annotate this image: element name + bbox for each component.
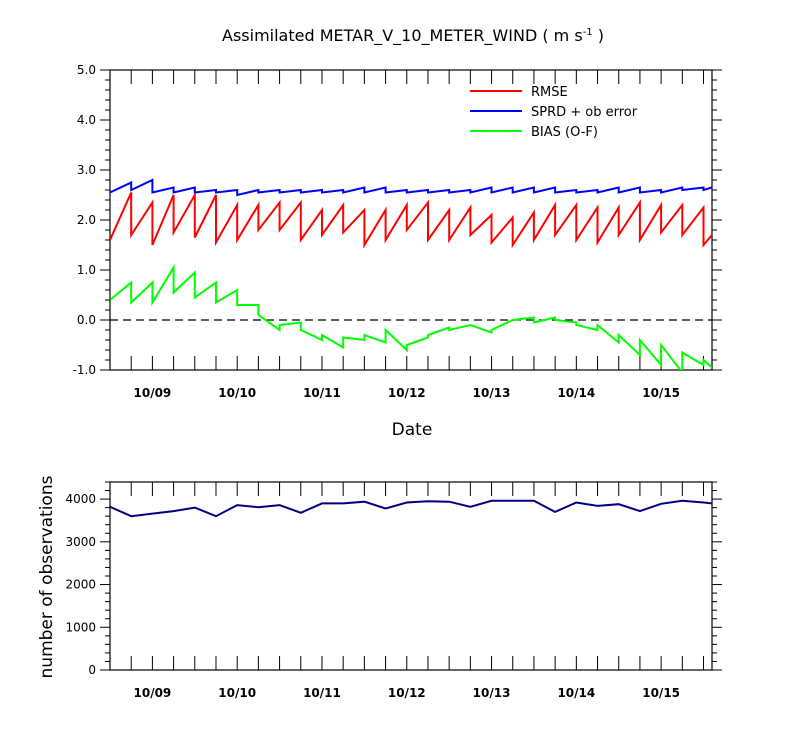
y-axis-title: number of observations	[37, 475, 57, 678]
y-tick-label: 3.0	[77, 163, 96, 177]
legend-label: BIAS (O-F)	[531, 125, 598, 140]
y-tick-label: 1.0	[77, 263, 96, 277]
x-tick-label: 10/11	[303, 686, 341, 700]
x-tick-label: 10/10	[218, 686, 256, 700]
y-tick-label: 5.0	[77, 63, 96, 77]
x-tick-label: 10/15	[642, 686, 680, 700]
bottom-chart: 4000 3000 2000 1000 0 10/09 10/10 10/11 10/12 10/…	[37, 475, 722, 700]
x-tick-label: 10/10	[218, 386, 256, 400]
y-tick-label: 0	[88, 663, 96, 677]
y-tick-label: 3000	[65, 535, 96, 549]
legend-label: RMSE	[531, 85, 568, 100]
y-tick-label: 4000	[65, 492, 96, 506]
series-line-sprd-ob-error	[110, 178, 712, 197]
x-tick-label: 10/09	[134, 686, 172, 700]
legend: RMSE SPRD + ob error BIAS (O-F)	[470, 85, 638, 140]
y-tick-label: 1000	[65, 620, 96, 634]
y-tick-label: 2.0	[77, 213, 96, 227]
series-line-bias-o-f	[110, 263, 712, 370]
x-tick-label: 10/15	[642, 386, 680, 400]
x-tick-label: 10/13	[473, 686, 511, 700]
x-tick-label: 10/13	[473, 386, 511, 400]
chart-title: Assimilated METAR_V_10_METER_WIND ( m s-…	[222, 26, 604, 46]
y-tick-label: 2000	[65, 578, 96, 592]
x-tick-label: 10/14	[557, 686, 595, 700]
bottom-series-group	[110, 499, 712, 518]
top-axes: 5.0 4.0 3.0 2.0 1.0 0.0 -1.0 10/09 10/10 10/11 10/…	[73, 63, 722, 400]
top-series-group	[110, 178, 712, 370]
x-axis-title: Date	[392, 420, 433, 440]
y-tick-label: 0.0	[77, 313, 96, 327]
legend-label: SPRD + ob error	[531, 105, 638, 120]
series-line-observations	[110, 499, 712, 518]
top-chart: Assimilated METAR_V_10_METER_WIND ( m s-…	[73, 26, 722, 440]
x-tick-label: 10/14	[557, 386, 595, 400]
x-tick-label: 10/09	[134, 386, 172, 400]
y-tick-label: -1.0	[73, 363, 96, 377]
x-tick-label: 10/12	[388, 686, 426, 700]
y-tick-label: 4.0	[77, 113, 96, 127]
series-line-rmse	[110, 191, 712, 249]
x-tick-label: 10/12	[388, 386, 426, 400]
bottom-axes: 4000 3000 2000 1000 0 10/09 10/10 10/11 10/12 10/…	[65, 481, 722, 700]
x-tick-label: 10/11	[303, 386, 341, 400]
